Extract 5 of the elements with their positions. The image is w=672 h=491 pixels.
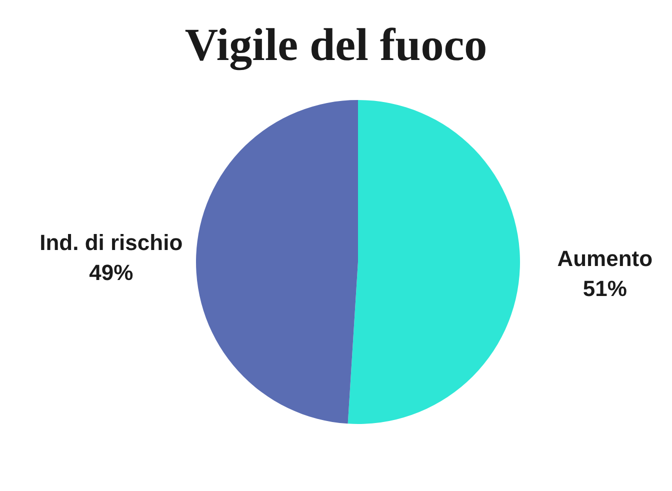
slice-label: Aumento xyxy=(557,246,653,271)
slice-label: Ind. di rischio xyxy=(40,230,183,256)
data-label: 49% xyxy=(89,260,134,286)
data-label: 51% xyxy=(582,276,627,301)
chart-title: Vigile del fuoco xyxy=(184,18,488,71)
